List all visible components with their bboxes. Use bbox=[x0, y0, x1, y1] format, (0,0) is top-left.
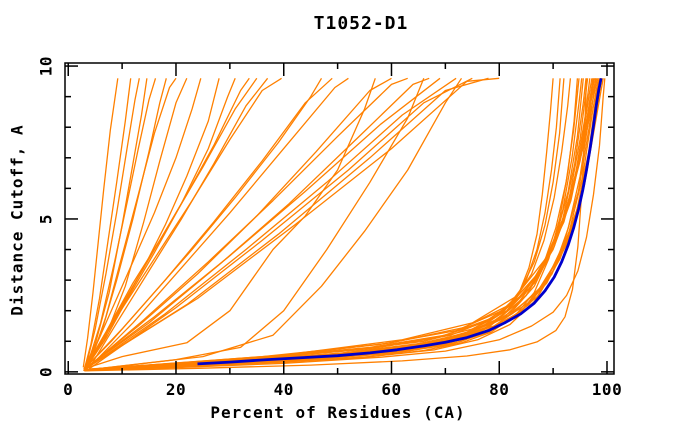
server-models-curve bbox=[85, 78, 157, 368]
server-models-curve bbox=[83, 77, 282, 370]
x-tick-label: 40 bbox=[274, 380, 294, 399]
x-tick-label: 60 bbox=[381, 380, 401, 399]
server-models-curve bbox=[84, 78, 594, 371]
server-models-curve bbox=[83, 77, 250, 370]
server-models-curve bbox=[86, 77, 408, 369]
server-models-curve bbox=[83, 77, 333, 370]
server-models-curve bbox=[84, 78, 593, 371]
server-models-curve bbox=[84, 78, 596, 371]
server-models-curve bbox=[83, 78, 202, 370]
server-models-curve bbox=[88, 77, 349, 368]
x-tick-label: 80 bbox=[489, 380, 509, 399]
server-models-curve bbox=[84, 78, 606, 371]
x-tick-label: 0 bbox=[63, 380, 73, 399]
x-axis-label: Percent of Residues (CA) bbox=[210, 403, 466, 422]
highlighted-model-curve bbox=[197, 78, 603, 366]
y-tick-label: 0 bbox=[37, 367, 56, 377]
server-models-curve bbox=[82, 78, 119, 368]
server-models-curve bbox=[88, 77, 473, 370]
server-models-curve bbox=[84, 78, 425, 371]
server-models-curve bbox=[84, 78, 376, 370]
server-models-curve bbox=[84, 78, 589, 371]
server-models-curve bbox=[84, 78, 588, 372]
server-models-curve bbox=[84, 78, 140, 369]
server-models-curve bbox=[84, 77, 500, 370]
y-tick-label: 5 bbox=[37, 214, 56, 224]
y-tick-label: 10 bbox=[37, 56, 56, 76]
server-models-curve bbox=[84, 78, 591, 371]
server-models-curve bbox=[83, 77, 323, 370]
server-models-curve bbox=[83, 78, 132, 369]
server-models-curve bbox=[84, 78, 587, 371]
chart-title: T1052-D1 bbox=[313, 13, 409, 34]
server-models-curve bbox=[84, 78, 604, 372]
server-models-curve bbox=[88, 77, 269, 369]
y-axis-label: Distance Cutoff, A bbox=[7, 124, 27, 316]
x-tick-label: 100 bbox=[592, 380, 622, 399]
server-models-curve bbox=[84, 77, 463, 371]
server-models-curve bbox=[88, 77, 177, 368]
server-models-curve bbox=[84, 78, 595, 371]
server-models-curve bbox=[84, 78, 598, 371]
server-models-curve bbox=[84, 78, 597, 371]
server-models-curve bbox=[84, 78, 584, 371]
server-models-curve bbox=[84, 78, 597, 371]
x-tick-label: 20 bbox=[166, 380, 186, 399]
server-models-curve bbox=[84, 77, 441, 370]
server-models-curve bbox=[86, 78, 236, 368]
server-models-curve bbox=[84, 77, 430, 370]
